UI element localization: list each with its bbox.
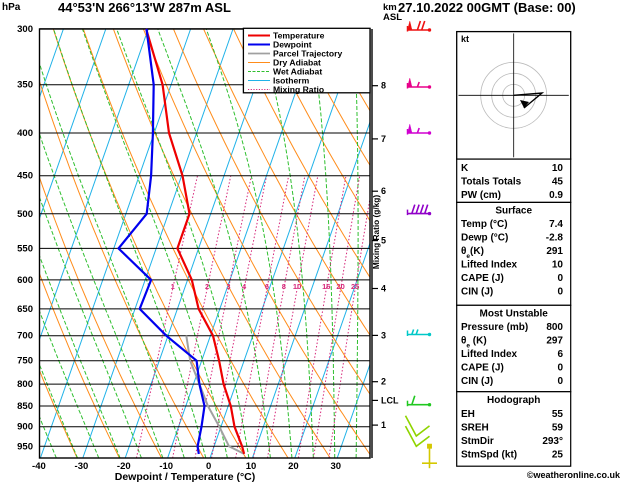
svg-text:Lifted Index: Lifted Index xyxy=(461,349,518,360)
svg-text:Surface: Surface xyxy=(495,206,532,217)
svg-text:45: 45 xyxy=(552,177,564,188)
svg-text:4: 4 xyxy=(381,284,386,294)
svg-text:Temp (°C): Temp (°C) xyxy=(461,219,508,230)
svg-text:0: 0 xyxy=(557,376,563,387)
svg-text:900: 900 xyxy=(17,422,33,433)
svg-text:CIN (J): CIN (J) xyxy=(461,287,493,298)
svg-text:950: 950 xyxy=(17,441,33,452)
svg-text:6: 6 xyxy=(381,186,386,196)
svg-text:Dewpoint / Temperature (°C): Dewpoint / Temperature (°C) xyxy=(115,471,256,483)
svg-text:2: 2 xyxy=(205,282,209,291)
svg-text:-40: -40 xyxy=(32,461,46,472)
svg-text:StmDir: StmDir xyxy=(461,436,494,447)
svg-text:20: 20 xyxy=(336,282,344,291)
svg-text:450: 450 xyxy=(17,171,33,182)
svg-text:27.10.2022 00GMT (Base: 00): 27.10.2022 00GMT (Base: 00) xyxy=(398,0,576,15)
svg-text:CIN (J): CIN (J) xyxy=(461,376,493,387)
svg-text:350: 350 xyxy=(17,80,33,91)
svg-text:3: 3 xyxy=(226,282,230,291)
svg-text:550: 550 xyxy=(17,243,33,254)
svg-text:1: 1 xyxy=(381,420,386,430)
svg-text:1: 1 xyxy=(171,282,175,291)
svg-text:600: 600 xyxy=(17,275,33,286)
svg-text:25: 25 xyxy=(552,450,564,461)
svg-text:297: 297 xyxy=(546,336,563,347)
svg-text:Dewp (°C): Dewp (°C) xyxy=(461,233,508,244)
svg-text:291: 291 xyxy=(546,246,563,257)
svg-text:7.4: 7.4 xyxy=(549,219,563,230)
svg-text:25: 25 xyxy=(351,282,359,291)
svg-text:StmSpd (kt): StmSpd (kt) xyxy=(461,450,517,461)
svg-text:Most Unstable: Most Unstable xyxy=(480,309,549,320)
svg-text:Totals Totals: Totals Totals xyxy=(461,177,522,188)
svg-text:10: 10 xyxy=(293,282,301,291)
svg-text:16: 16 xyxy=(322,282,330,291)
svg-text:30: 30 xyxy=(331,461,342,472)
svg-text:750: 750 xyxy=(17,356,33,367)
svg-text:8: 8 xyxy=(381,81,386,91)
svg-text:6: 6 xyxy=(557,349,563,360)
svg-text:-2.8: -2.8 xyxy=(546,233,564,244)
svg-text:Hodograph: Hodograph xyxy=(487,395,540,406)
svg-text:0.9: 0.9 xyxy=(549,190,563,201)
svg-text:CAPE (J): CAPE (J) xyxy=(461,273,504,284)
svg-text:hPa: hPa xyxy=(2,2,21,13)
svg-text:CAPE (J): CAPE (J) xyxy=(461,363,504,374)
svg-text:5: 5 xyxy=(381,236,386,246)
svg-text:Pressure (mb): Pressure (mb) xyxy=(461,322,528,333)
svg-text:Mixing Ratio: Mixing Ratio xyxy=(273,84,324,94)
svg-text:6: 6 xyxy=(265,282,269,291)
svg-text:7: 7 xyxy=(381,134,386,144)
svg-text:EH: EH xyxy=(461,409,475,420)
svg-text:0: 0 xyxy=(557,273,563,284)
svg-text:10: 10 xyxy=(552,260,564,271)
svg-text:10: 10 xyxy=(552,163,564,174)
svg-text:-30: -30 xyxy=(75,461,89,472)
svg-text:SREH: SREH xyxy=(461,423,489,434)
svg-text:Lifted Index: Lifted Index xyxy=(461,260,518,271)
svg-text:500: 500 xyxy=(17,209,33,220)
svg-text:LCL: LCL xyxy=(381,395,399,405)
svg-text:300: 300 xyxy=(17,24,33,35)
svg-text:400: 400 xyxy=(17,128,33,139)
svg-text:44°53'N 266°13'W 287m ASL: 44°53'N 266°13'W 287m ASL xyxy=(58,0,231,15)
svg-text:850: 850 xyxy=(17,401,33,412)
svg-text:kt: kt xyxy=(461,34,469,44)
svg-text:8: 8 xyxy=(282,282,286,291)
svg-text:59: 59 xyxy=(552,423,564,434)
svg-text:800: 800 xyxy=(546,322,563,333)
svg-text:55: 55 xyxy=(552,409,564,420)
svg-text:©weatheronline.co.uk: ©weatheronline.co.uk xyxy=(527,470,621,480)
svg-text:0: 0 xyxy=(557,287,563,298)
svg-text:K: K xyxy=(461,163,469,174)
svg-text:700: 700 xyxy=(17,331,33,342)
svg-text:2: 2 xyxy=(381,377,386,387)
svg-text:PW (cm): PW (cm) xyxy=(461,190,501,201)
svg-text:20: 20 xyxy=(288,461,299,472)
svg-text:800: 800 xyxy=(17,379,33,390)
svg-text:3: 3 xyxy=(381,330,386,340)
svg-text:293°: 293° xyxy=(542,436,563,447)
svg-text:650: 650 xyxy=(17,304,33,315)
svg-text:0: 0 xyxy=(557,363,563,374)
